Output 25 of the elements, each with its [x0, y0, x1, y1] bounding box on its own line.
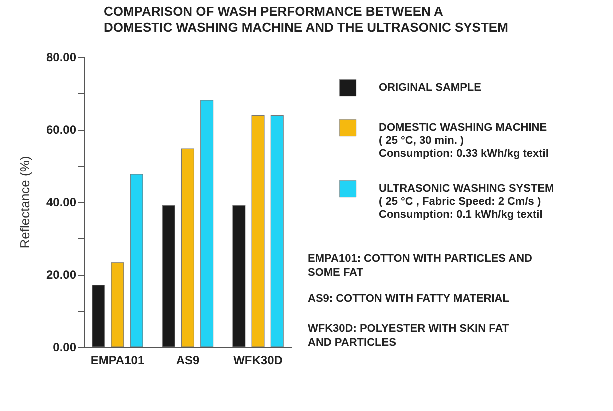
y-tick-label: 0.00	[53, 340, 77, 354]
x-tick-label: AS9	[176, 354, 200, 368]
bar	[130, 174, 144, 348]
bar	[252, 115, 265, 348]
text: WFK30D: POLYESTER WITH SKIN FAT AND PARTICLES	[308, 323, 510, 349]
x-tick-label: EMPA101	[90, 354, 145, 368]
y-tick-label: 20.00	[46, 268, 77, 282]
bar	[270, 115, 284, 348]
bar	[200, 100, 214, 348]
legend-label: DOMESTIC WASHING MACHINE ( 25 °C, 30 min. ) Consumption: 0.33 kWh/kg textil	[379, 122, 549, 160]
bar	[181, 148, 195, 348]
bar	[92, 285, 106, 348]
bar	[232, 205, 246, 348]
text: EMPA101: COTTON WITH PARTICLES AND SOME FAT	[308, 253, 533, 279]
y-tick-label: 80.00	[46, 50, 77, 64]
bar	[111, 262, 124, 348]
y-tick-label: 40.00	[46, 196, 77, 210]
y-axis-title: Reflectance (%)	[17, 156, 32, 249]
x-tick-label: WFK30D	[234, 354, 284, 368]
bar	[162, 205, 176, 348]
legend-label: ORIGINAL SAMPLE	[379, 82, 482, 94]
text: AS9: COTTON WITH FATTY MATERIAL	[308, 293, 510, 305]
legend-label: ULTRASONIC WASHING SYSTEM ( 25 °C , Fabric Speed: 2 Cm/s ) Consumption: 0.1 kWh/kg textil	[379, 183, 554, 221]
chart-title: COMPARISON OF WASH PERFORMANCE BETWEEN A DOMESTIC WASHING MACHINE AND THE ULTRASONIC SYSTEM	[104, 4, 508, 35]
y-tick-label: 60.00	[46, 123, 77, 137]
